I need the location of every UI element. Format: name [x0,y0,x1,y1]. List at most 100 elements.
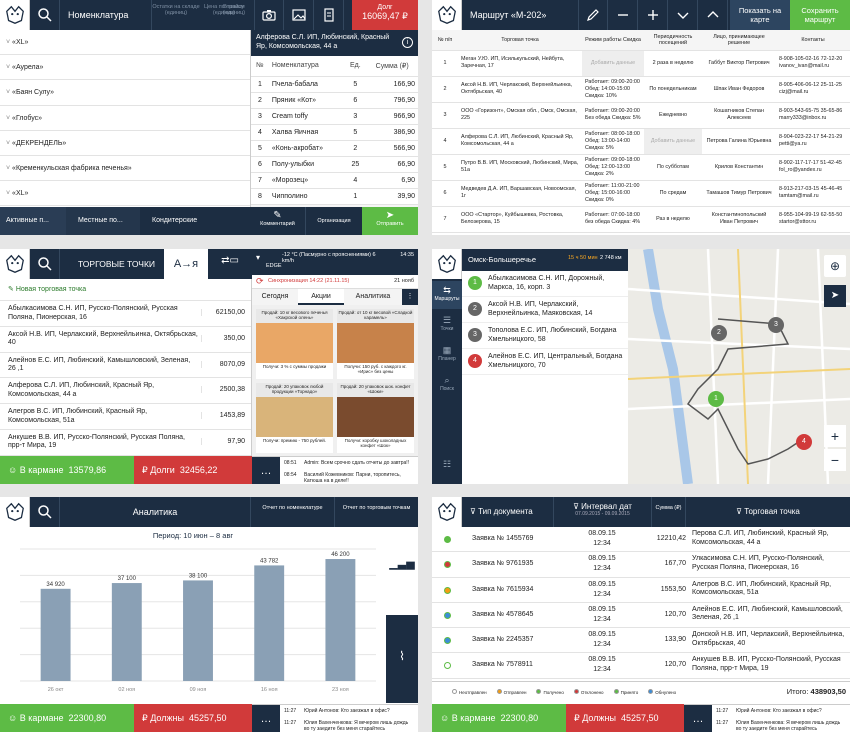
client-row[interactable]: ˅ «Глобус» [0,106,250,131]
bar[interactable] [111,583,142,681]
table-row[interactable]: 5 Путро В.В. ИП, Московский, Любинский, М… [432,154,850,181]
table-row[interactable]: 6 Полу-улыбки 25 66,90 [251,156,418,173]
promo-card[interactable]: Продай: 20 упаковок любой продукции «Тор… [256,383,333,453]
document-row[interactable]: Заявка № 7578911 08.09.15 12:34 120,70 Анкуш… [432,653,850,679]
search-icon[interactable] [30,249,60,279]
bar[interactable] [40,588,71,681]
crumb-active[interactable]: Активные п... [0,207,66,235]
app-logo[interactable] [432,497,462,527]
tab-analytics[interactable]: Аналитика [355,293,391,300]
route-stop[interactable]: 3 Тополова Е.С. ИП, Любинский, Богдана Хм… [462,323,628,349]
table-row[interactable]: 4 Халва Яичная 5 386,90 [251,124,418,141]
crumb-local[interactable]: Местные по... [66,207,140,235]
app-logo[interactable] [0,249,30,279]
bar[interactable] [183,580,213,681]
bar[interactable] [325,559,356,681]
debt-badge[interactable]: Долг 16069,47 ₽ [352,0,418,30]
col-sum[interactable]: Сумма (₽) [652,497,686,527]
comment-button[interactable]: ✎ Комментарий [250,207,306,235]
remove-icon[interactable] [608,0,638,30]
filter-trade-point[interactable]: ⊽ Торговая точка [686,497,850,527]
search-icon[interactable] [30,0,60,30]
table-row[interactable]: 6 Медведев Д.А. ИП, Варшавская, Новоомска… [432,180,850,207]
search-icon[interactable] [30,497,60,527]
tab-today[interactable]: Сегодня [261,293,289,300]
chat-box[interactable]: … 08:51 Admin: Всем срочно сдать отчеты … [252,456,418,484]
debts-button[interactable]: ₽ Должны 45257,50 [134,704,252,732]
organization-button[interactable]: Организация [306,207,362,235]
point-row[interactable]: Алейнов Е.С. ИП, Любинский, Камышловский… [0,353,251,379]
bar-chart-icon[interactable]: ▁▃▅ [386,529,418,615]
app-logo[interactable] [0,497,30,527]
app-logo[interactable] [432,249,462,279]
document-row[interactable]: Заявка № 9761935 08.09.15 12:34 167,70 Улкас… [432,552,850,578]
table-row[interactable]: 1 Пчела-бабала 5 166,90 [251,76,418,93]
map-view[interactable]: 1 2 3 4 ⊕ ➤ + − [627,249,850,484]
pocket-button[interactable]: ☺ В кармане 22300,80 [432,704,566,732]
point-row[interactable]: Алферова С.Л. ИП, Любинский, Красный Яр,… [0,378,251,405]
tab-price[interactable]: Цена по прайсу (единиц) [204,4,244,16]
more-vertical-icon[interactable]: ⋮ [402,289,418,305]
promo-card[interactable]: Продай: 20 упаковок шок. конфет «Шоки» По… [337,383,414,453]
tab-promotions[interactable]: Акции [298,289,344,305]
edit-icon[interactable] [578,0,608,30]
chevron-up-icon[interactable] [698,0,728,30]
table-row[interactable]: 2 Аксой Н.В. ИП, Черлакский, Верхнейльинк… [432,76,850,103]
table-row[interactable]: 7 ООО «Стартор», Куйбышевка, Ростовка, Бе… [432,206,850,233]
map-pin-3[interactable]: 3 [768,317,784,333]
send-button[interactable]: ➤ Отправить [362,207,418,235]
table-row[interactable]: 4 Алферова С.Л. ИП, Любинский, Красный Яр… [432,128,850,155]
document-row[interactable]: Заявка № 7615934 08.09.15 12:34 1553,50 Алег… [432,578,850,603]
nav-planner[interactable]: ▦ Планер [432,341,462,369]
save-route-button[interactable]: Сохранить маршрут [790,0,850,30]
nav-routes[interactable]: ⇆ Маршруты [432,281,462,309]
table-row[interactable]: 8 Чипполино 1 39,90 [251,188,418,205]
nav-points[interactable]: ☰ Точки [432,311,462,339]
promo-card[interactable]: Продай: 10 кг весового печенья «Хакрской… [256,309,333,379]
new-point-button[interactable]: ✎ Новая торговая точка [0,279,251,301]
app-logo[interactable] [432,0,462,30]
chat-box[interactable]: … 11:27 Юрий Антонов: Кто заезжал в офис… [252,704,418,732]
bar[interactable] [254,565,285,681]
sort-button[interactable]: А→я [164,249,208,279]
chat-icon[interactable]: … [252,705,280,732]
point-row[interactable]: Абылкасимова С.Н. ИП, Русско-Полянский, … [0,301,251,327]
sync-icon[interactable]: ⟳ [256,276,264,286]
table-row[interactable]: 7 «Морозец» 4 6,90 [251,172,418,189]
database-sync-icon[interactable]: ⇄▭ [221,255,239,266]
report-points-button[interactable]: Отчет по торговым точкам [334,497,418,527]
pocket-button[interactable]: ☺ В кармане 13579,86 [0,456,134,484]
map-pin-2[interactable]: 2 [711,325,727,341]
debts-button[interactable]: ₽ Должны 45257,50 [566,704,684,732]
route-stop[interactable]: 2 Аксой Н.В. ИП, Черлакский, Верхнейльинк… [462,297,628,323]
locate-icon[interactable]: ⊕ [824,255,846,277]
filter-date-interval[interactable]: ⊽ Интервал дат 07.09.2015 - 09.09.2015 [554,497,652,527]
info-icon[interactable]: i [402,37,413,48]
client-row[interactable]: ˅ «XL» [0,181,250,207]
client-row[interactable]: ˅ «Аурела» [0,55,250,81]
nav-search[interactable]: ⌕ Поиск [432,371,462,399]
add-icon[interactable] [638,0,668,30]
zoom-in-button[interactable]: + [824,425,846,447]
gallery-icon[interactable] [284,0,314,30]
promo-card[interactable]: Продай: от 10 кг весовой «Сладкой караме… [337,309,414,379]
report-nomenclature-button[interactable]: Отчет по номенклатуре [250,497,334,527]
document-row[interactable]: Заявка № 2245357 08.09.15 12:34 133,90 Донск… [432,628,850,654]
client-row[interactable]: ˅ «ДЕКРЕНДЕЛЬ» [0,131,250,156]
document-row[interactable]: Заявка № 4578645 08.09.15 12:34 120,70 Алейн… [432,603,850,629]
debts-button[interactable]: ₽ Долги 32456,22 [134,456,252,484]
map-pin-1[interactable]: 1 [708,391,724,407]
app-logo[interactable] [0,0,30,30]
zoom-out-button[interactable]: − [824,449,846,471]
line-chart-icon[interactable]: ⌇ [386,615,418,703]
chat-icon[interactable]: … [684,705,712,732]
pocket-button[interactable]: ☺ В кармане 22300,80 [0,704,134,732]
chat-icon[interactable]: … [252,457,280,484]
tab-in-order[interactable]: В заказе (единиц) [222,4,246,16]
table-row[interactable]: 2 Пряник «Кот» 6 796,90 [251,92,418,109]
document-row[interactable]: Заявка № 1455769 08.09.15 12:34 12210,42 Пер… [432,527,850,553]
client-row[interactable]: ˅ «XL» [0,30,250,56]
show-on-map-button[interactable]: Показать на карте [730,0,790,30]
point-row[interactable]: Алегров В.С. ИП, Любинский, Красный Яр, … [0,404,251,430]
route-stop[interactable]: 1 Абылкасимова С.Н. ИП, Дорожный, Маркса,… [462,271,628,297]
